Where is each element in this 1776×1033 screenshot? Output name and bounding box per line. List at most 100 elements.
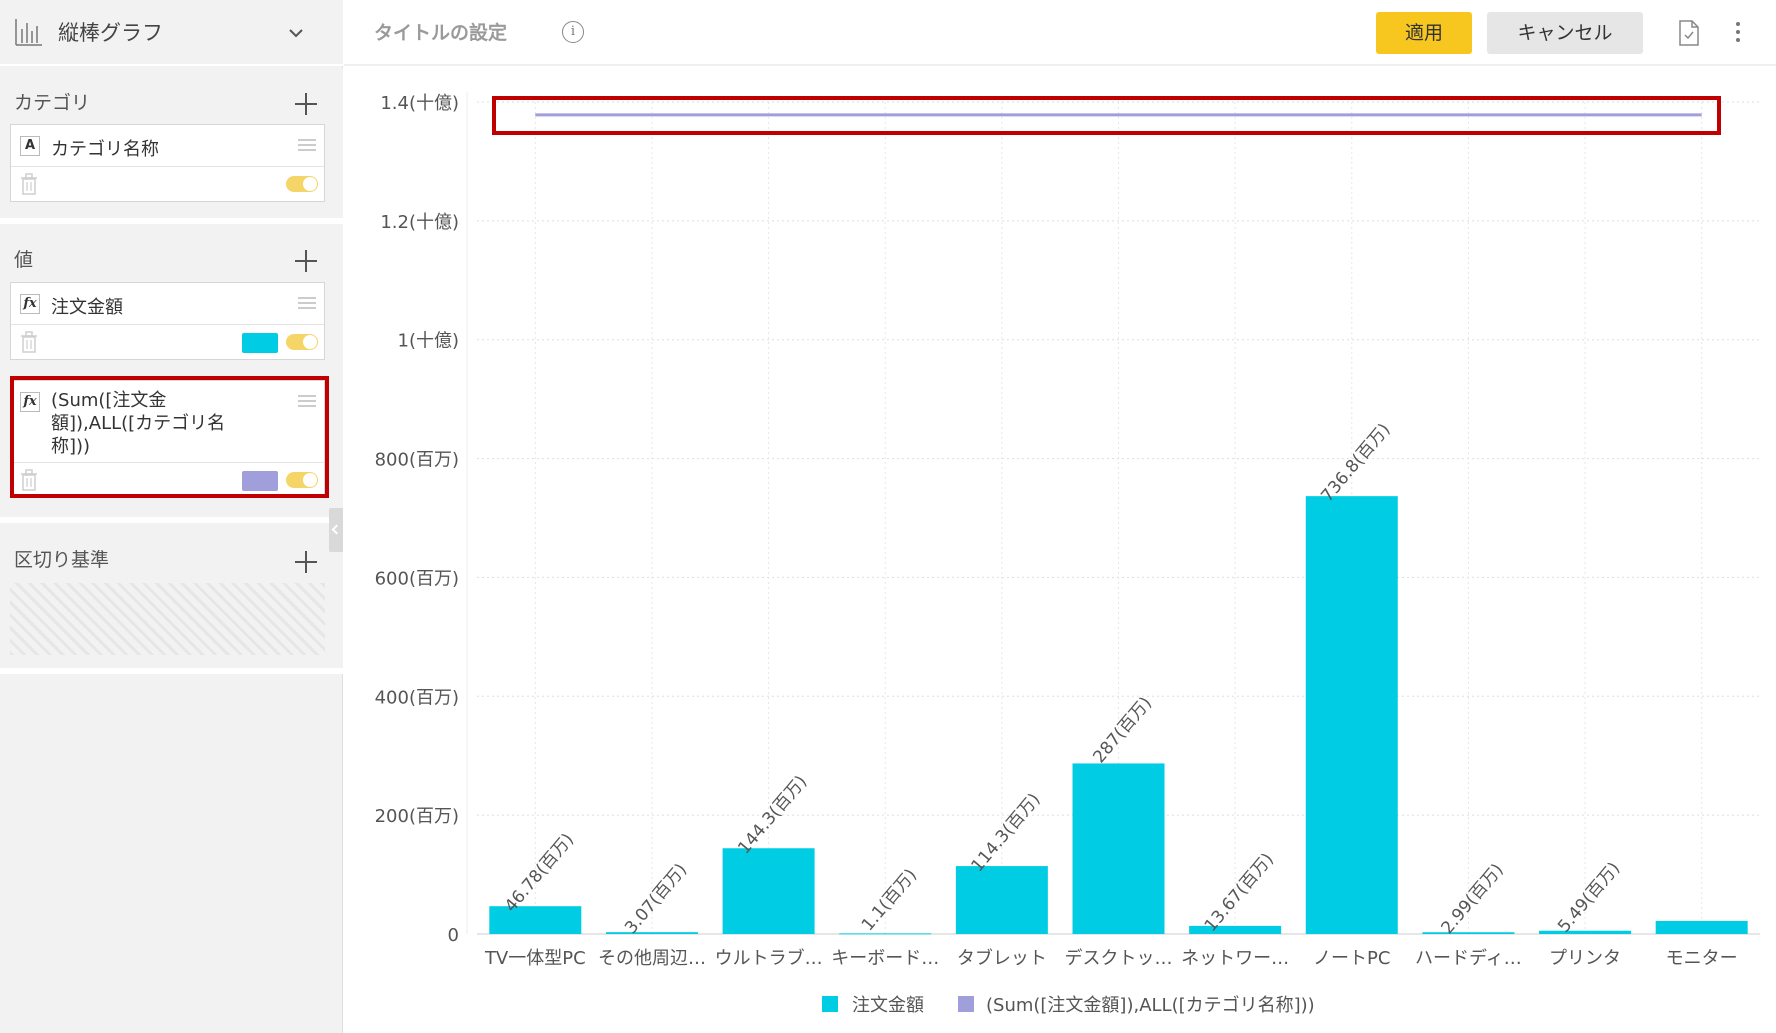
y-tick-label: 200(百万) — [375, 806, 459, 827]
legend-label: (Sum([注文金額]),ALL([カテゴリ名称])) — [986, 995, 1315, 1016]
bar — [489, 906, 582, 934]
formula-name-line: 額]),ALL([カテゴリ名 — [51, 413, 226, 434]
bar — [1189, 925, 1282, 934]
bar — [605, 932, 698, 934]
category-field-name: カテゴリ名称 — [51, 139, 159, 160]
formula-field-footer — [11, 463, 324, 497]
y-tick-label: 800(百万) — [375, 450, 459, 471]
value-section-label: 値 — [14, 249, 34, 271]
y-tick-label: 400(百万) — [375, 687, 459, 708]
chart-type-selector[interactable]: 縦棒グラフ — [0, 0, 343, 66]
bar-data-label: 3.07(百万) — [621, 860, 691, 938]
formula-field-card[interactable]: fx (Sum([注文金 額]),ALL([カテゴリ名 称])) — [10, 380, 325, 498]
bar — [839, 933, 932, 935]
formula-name-line: 称])) — [51, 436, 91, 457]
formula-icon: fx — [20, 392, 40, 412]
section-divider — [0, 218, 343, 224]
x-tick-label: モニター — [1666, 948, 1738, 969]
x-tick-label: プリンタ — [1549, 948, 1621, 969]
highlight-box-total-line — [492, 96, 1721, 135]
bar-data-label: 1.1(百万) — [858, 865, 921, 935]
add-category-button[interactable] — [295, 93, 317, 115]
info-icon[interactable]: i — [562, 21, 584, 43]
value-field-header: fx 注文金額 — [11, 283, 324, 325]
bar — [955, 866, 1048, 934]
value-section: 値 fx 注文金額 — [0, 224, 343, 517]
value-field-name: 注文金額 — [51, 297, 123, 318]
column-chart: 0 200(百万) 400(百万) 600(百万) 800(百万) 1(十億) 1.2(十億… — [375, 92, 1760, 1016]
x-tick-label: その他周辺… — [598, 948, 706, 969]
cancel-button[interactable]: キャンセル — [1487, 12, 1643, 54]
y-tick-label: 1.4(十億) — [380, 93, 459, 114]
value-field-footer — [11, 325, 324, 359]
category-section: カテゴリ A カテゴリ名称 — [0, 68, 343, 218]
y-tick-label: 600(百万) — [375, 568, 459, 589]
value-field-card[interactable]: fx 注文金額 — [10, 282, 325, 360]
drag-handle-icon[interactable] — [298, 297, 316, 309]
fields-panel: 縦棒グラフ カテゴリ A カテゴリ名称 — [0, 0, 343, 1033]
x-tick-label: ネットワー… — [1181, 948, 1289, 969]
x-tick-label: タブレット — [957, 947, 1047, 969]
x-tick-label: キーボード… — [831, 948, 939, 969]
split-drop-zone[interactable] — [10, 583, 325, 655]
drag-handle-icon[interactable] — [298, 395, 316, 407]
y-tick-label: 1.2(十億) — [380, 212, 459, 233]
section-divider — [0, 517, 343, 523]
add-split-button[interactable] — [295, 551, 317, 573]
category-field-footer — [11, 167, 324, 201]
trash-icon[interactable] — [20, 331, 38, 353]
bar-data-label: 144.3(百万) — [734, 772, 811, 858]
bar-data-label: 114.3(百万) — [968, 790, 1045, 876]
chart-type-label: 縦棒グラフ — [58, 21, 163, 45]
chart-title-input[interactable]: タイトルの設定 — [374, 22, 508, 44]
bar-data-label: 13.67(百万) — [1201, 849, 1278, 935]
collapse-panel-handle[interactable] — [329, 508, 343, 552]
trash-icon[interactable] — [20, 173, 38, 195]
category-field-card[interactable]: A カテゴリ名称 — [10, 124, 325, 202]
value-visibility-toggle[interactable] — [286, 334, 318, 350]
export-document-icon[interactable] — [1678, 20, 1700, 46]
bar-data-label: 5.49(百万) — [1554, 858, 1624, 936]
chevron-down-icon[interactable] — [285, 22, 307, 44]
bar-chart-icon — [15, 19, 42, 46]
formula-visibility-toggle[interactable] — [286, 472, 318, 488]
category-field-header: A カテゴリ名称 — [11, 125, 324, 167]
bar — [1305, 496, 1398, 934]
chart-area: 0 200(百万) 400(百万) 600(百万) 800(百万) 1(十億) 1.2(十億… — [344, 68, 1776, 1033]
bar-data-label: 287(百万) — [1089, 693, 1156, 767]
bar-data-label: 736.8(百万) — [1317, 420, 1394, 506]
add-value-button[interactable] — [295, 250, 317, 272]
formula-field-name: (Sum([注文金 額]),ALL([カテゴリ名 称])) — [51, 389, 225, 458]
trash-icon[interactable] — [20, 469, 38, 491]
split-section-label: 区切り基準 — [14, 549, 110, 571]
highlight-box-formula-field — [10, 376, 329, 498]
x-tick-label: ウルトラブ… — [715, 947, 823, 969]
section-divider — [0, 668, 343, 674]
legend-swatch — [958, 996, 974, 1012]
formula-field-header: fx (Sum([注文金 額]),ALL([カテゴリ名 称])) — [11, 381, 324, 463]
bar — [1655, 920, 1748, 934]
category-visibility-toggle[interactable] — [286, 176, 318, 192]
category-section-label: カテゴリ — [14, 92, 91, 114]
x-tick-label: ハードディ… — [1415, 948, 1522, 969]
bar — [722, 848, 815, 934]
bar-data-label: 2.99(百万) — [1438, 860, 1508, 938]
x-tick-label: ノートPC — [1313, 948, 1390, 969]
apply-button[interactable]: 適用 — [1376, 12, 1472, 54]
legend-label: 注文金額 — [852, 995, 924, 1016]
text-type-icon: A — [20, 136, 40, 156]
series-color-swatch[interactable] — [242, 333, 278, 353]
legend-swatch — [822, 996, 838, 1012]
series-color-swatch[interactable] — [242, 471, 278, 491]
bar — [1072, 763, 1165, 934]
more-options-icon[interactable] — [1734, 22, 1742, 44]
x-tick-label: TV一体型PC — [484, 948, 586, 969]
drag-handle-icon[interactable] — [298, 139, 316, 151]
y-tick-label: 1(十億) — [398, 331, 460, 352]
bar-data-label: 46.78(百万) — [501, 830, 578, 916]
formula-name-line: (Sum([注文金 — [51, 390, 167, 411]
formula-icon: fx — [20, 294, 40, 314]
bar — [1422, 932, 1515, 934]
y-tick-label: 0 — [448, 925, 459, 946]
